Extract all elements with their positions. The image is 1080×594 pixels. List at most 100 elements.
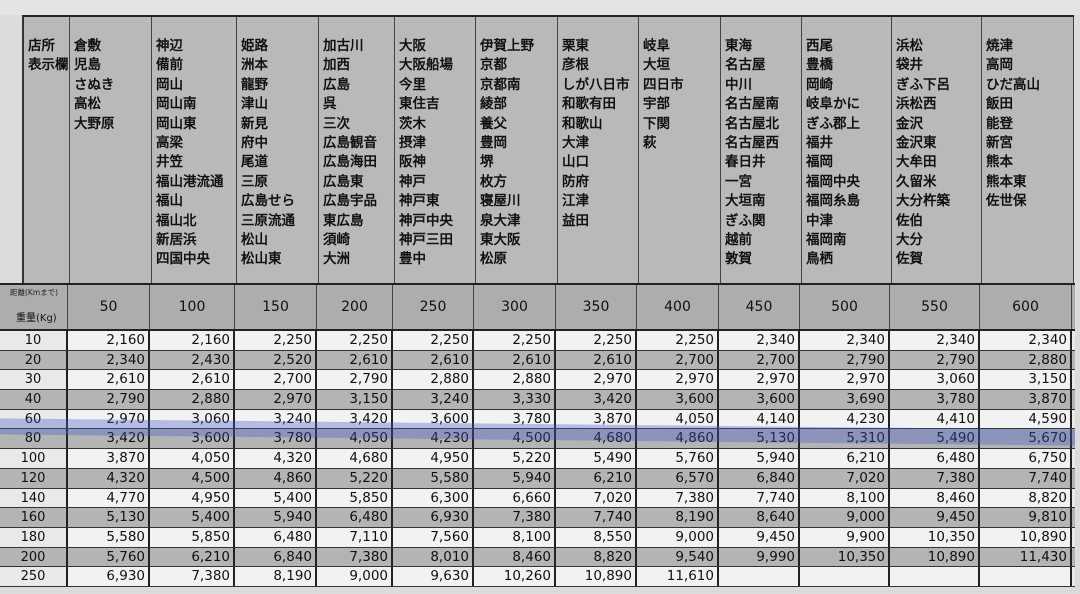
rate-cell: 3,780 — [235, 429, 317, 449]
rate-cell: 3,780 — [474, 409, 556, 429]
rate-cell: 6,930 — [68, 567, 150, 586]
rate-cell: 7,740 — [980, 468, 1072, 488]
weight-cell: 180 — [0, 527, 68, 547]
store-name: 広島海田 — [323, 154, 377, 171]
rate-cell: 2,610 — [150, 370, 235, 390]
store-name: 名古屋北 — [725, 115, 779, 132]
distance-header: 150 — [235, 285, 317, 329]
store-name: 春日井 — [725, 154, 766, 171]
rate-cell: 3,150 — [980, 370, 1072, 390]
store-name: 大洲 — [323, 251, 350, 268]
rate-cell: 5,760 — [68, 547, 150, 567]
store-name: 岡山 — [156, 76, 183, 93]
distance-header: 200 — [317, 285, 393, 329]
table-row: 100 3,870 4,050 4,320 4,680 4,950 5,220 5,490 5,… — [0, 449, 1075, 469]
store-name: 新見 — [241, 115, 268, 132]
store-name: 彦根 — [562, 57, 589, 74]
store-name: 金沢 — [896, 115, 923, 132]
store-name: 加古川 — [323, 38, 364, 54]
store-name: 広島宇品 — [323, 193, 377, 210]
rate-cell: 5,400 — [235, 488, 317, 508]
rate-cell: 3,690 — [800, 390, 890, 409]
store-name: 萩 — [643, 134, 657, 151]
store-name: 洲本 — [241, 57, 268, 74]
store-name: 下関 — [643, 115, 670, 132]
distance-header: 500 — [800, 285, 890, 329]
table-row: 120 4,320 4,500 4,860 5,220 5,580 5,940 6,210 6,… — [0, 468, 1075, 489]
rate-cell: 2,250 — [235, 331, 317, 350]
store-name: 京都 — [480, 57, 507, 74]
store-name: 東広島 — [323, 212, 364, 229]
rate-cell: 6,300 — [393, 488, 474, 508]
rate-cell: 2,160 — [150, 331, 235, 350]
rate-cell: 3,240 — [393, 390, 474, 409]
rate-cell: 2,610 — [68, 370, 150, 390]
rate-cell: 2,700 — [637, 350, 719, 370]
weight-cell: 160 — [0, 508, 68, 527]
store-name: 東大阪 — [480, 231, 521, 248]
rate-cell: 8,640 — [719, 508, 800, 527]
store-name: 神戸東 — [399, 193, 440, 210]
weight-cell: 80 — [0, 429, 68, 449]
store-name: 和歌山 — [562, 115, 603, 132]
store-name: 新宮 — [986, 134, 1013, 151]
store-name: 福山北 — [156, 212, 197, 229]
store-name: 金沢東 — [896, 134, 937, 151]
rate-cell: 3,150 — [317, 390, 393, 409]
store-name: 広島せら — [241, 193, 295, 210]
store-name: 東住吉 — [399, 96, 440, 113]
store-name: 須崎 — [323, 231, 350, 248]
store-name: 久留米 — [896, 173, 937, 190]
rate-cell: 3,060 — [890, 370, 980, 390]
rate-cell: 3,420 — [317, 409, 393, 429]
rate-cell: 3,780 — [890, 390, 980, 409]
store-name: 宇部 — [643, 96, 670, 113]
store-name: 養父 — [480, 115, 507, 132]
store-name: 佐伯 — [896, 212, 923, 229]
store-column: 西尾 豊橋 岡崎 岐阜かに ぎふ郡上 福井 福岡 福岡中央 福岡糸島 中津 福岡南 鳥栖 — [802, 17, 892, 285]
rate-cell: 8,190 — [637, 508, 719, 527]
store-name: 倉敷 — [74, 38, 101, 54]
rate-cell: 4,860 — [637, 429, 719, 449]
rate-cell: 5,940 — [474, 468, 556, 488]
rate-cell: 2,610 — [317, 350, 393, 370]
store-name: 岡山東 — [156, 115, 197, 132]
rate-cell — [890, 567, 980, 586]
store-label-line: 店所 — [28, 38, 55, 54]
rate-cell: 9,810 — [980, 508, 1072, 527]
rate-cell: 4,590 — [980, 409, 1072, 429]
rate-cell: 2,340 — [68, 350, 150, 370]
store-name: 中川 — [725, 76, 752, 93]
table-row: 160 5,130 5,400 5,940 6,480 6,930 7,380 7,740 8,… — [0, 508, 1075, 528]
store-name: 阪神 — [399, 154, 426, 171]
rate-cell: 5,580 — [393, 468, 474, 488]
rate-cell: 8,550 — [556, 527, 637, 547]
table-row: 40 2,790 2,880 2,970 3,150 3,240 3,330 3,420 3,6… — [0, 390, 1075, 410]
rate-cell: 2,340 — [719, 331, 800, 350]
store-name: ぎふ関 — [725, 212, 766, 229]
store-name: 高梁 — [156, 134, 183, 151]
store-name: 綾部 — [480, 96, 507, 113]
store-name: 大阪船場 — [399, 57, 453, 74]
distance-header: 550 — [890, 285, 980, 329]
store-column: 東海 名古屋 中川 名古屋南 名古屋北 名古屋西 春日井 一宮 大垣南 ぎふ関 越前 敦賀 — [721, 17, 802, 285]
store-name: 福岡 — [806, 154, 833, 171]
store-name: 堺 — [480, 154, 494, 171]
table-row: 60 2,970 3,060 3,240 3,420 3,600 3,780 3,870 4,0… — [0, 409, 1075, 430]
rate-cell: 2,970 — [556, 370, 637, 390]
rate-cell: 5,220 — [317, 468, 393, 488]
table-row: 250 6,930 7,380 8,190 9,000 9,630 10,260 10,890… — [0, 567, 1075, 587]
store-column: 神辺 備前 岡山 岡山南 岡山東 高梁 井笠 福山港流通 福山 福山北 新居浜 四国中央 — [152, 17, 237, 285]
store-name: 高岡 — [986, 57, 1013, 74]
store-column: 加古川 加西 広島呉三次 広島観音 広島海田 広島東 広島宇品 東広島 須崎 大洲 — [319, 17, 395, 285]
rate-cell: 8,100 — [474, 527, 556, 547]
rate-cell: 3,600 — [393, 409, 474, 429]
rate-cell: 6,660 — [474, 488, 556, 508]
rate-cell: 9,630 — [393, 567, 474, 586]
store-name: 福山 — [156, 193, 183, 210]
rate-cell: 2,340 — [980, 331, 1072, 350]
store-name: 大野原 — [74, 115, 115, 132]
store-name: 栗東 — [562, 38, 589, 54]
store-name: 茨木 — [399, 115, 426, 132]
rate-cell: 2,250 — [637, 331, 719, 350]
